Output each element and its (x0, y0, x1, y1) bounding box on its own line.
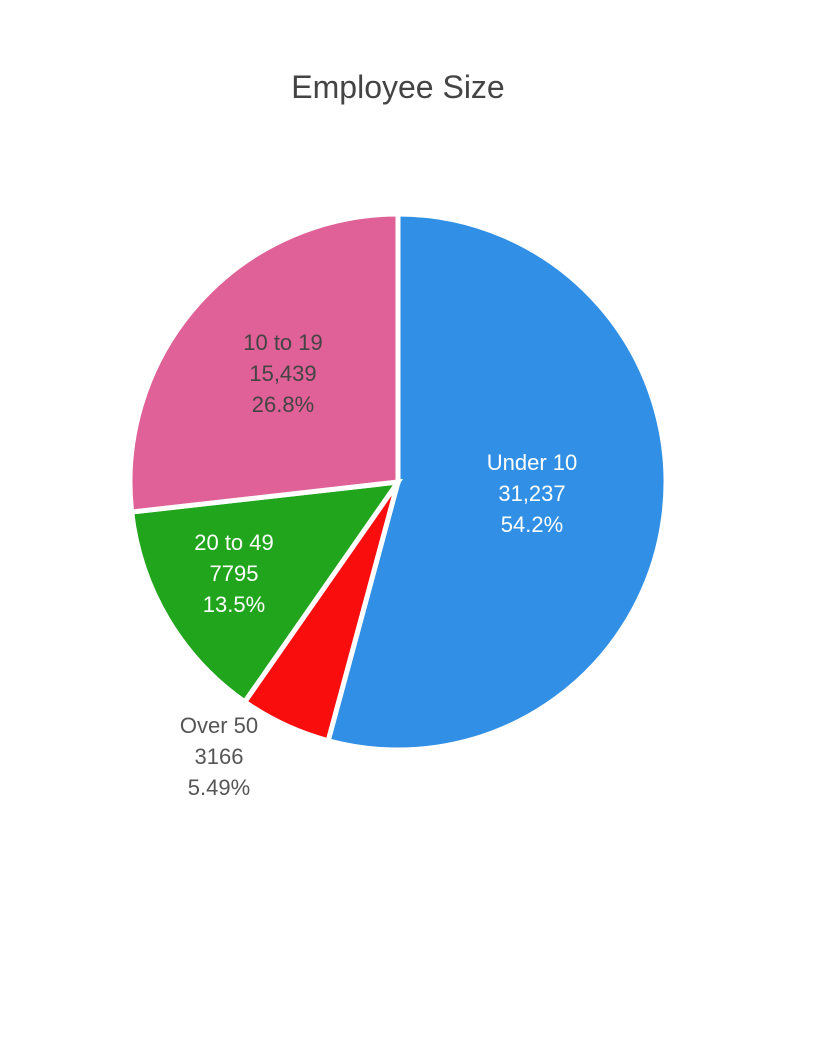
slice-label-over-50: Over 50 3166 5.49% (180, 713, 258, 800)
slice-percent: 26.8% (252, 392, 314, 417)
pie-labels: Under 10 31,237 54.2% Over 50 3166 5.49% 20 to… (180, 330, 577, 800)
slice-category: 20 to 49 (194, 530, 274, 555)
slice-category: Under 10 (487, 450, 578, 475)
slice-percent: 5.49% (188, 775, 250, 800)
slice-value: 15,439 (249, 361, 316, 386)
slice-label-under-10: Under 10 31,237 54.2% (487, 450, 578, 537)
slice-percent: 13.5% (203, 592, 265, 617)
pie-slice-under-10[interactable] (325, 211, 669, 753)
slice-percent: 54.2% (501, 512, 563, 537)
slice-category: Over 50 (180, 713, 258, 738)
slice-value: 3166 (195, 744, 244, 769)
slice-label-10-to-19: 10 to 19 15,439 26.8% (243, 330, 323, 417)
slice-value: 31,237 (498, 481, 565, 506)
slice-value: 7795 (210, 561, 259, 586)
slice-label-20-to-49: 20 to 49 7795 13.5% (194, 530, 274, 617)
pie-slices (127, 211, 669, 753)
pie-slice-10-to-19[interactable] (127, 211, 401, 515)
slice-category: 10 to 19 (243, 330, 323, 355)
pie-slice-20-to-49[interactable] (128, 478, 404, 706)
chart-title: Employee Size (291, 69, 504, 105)
